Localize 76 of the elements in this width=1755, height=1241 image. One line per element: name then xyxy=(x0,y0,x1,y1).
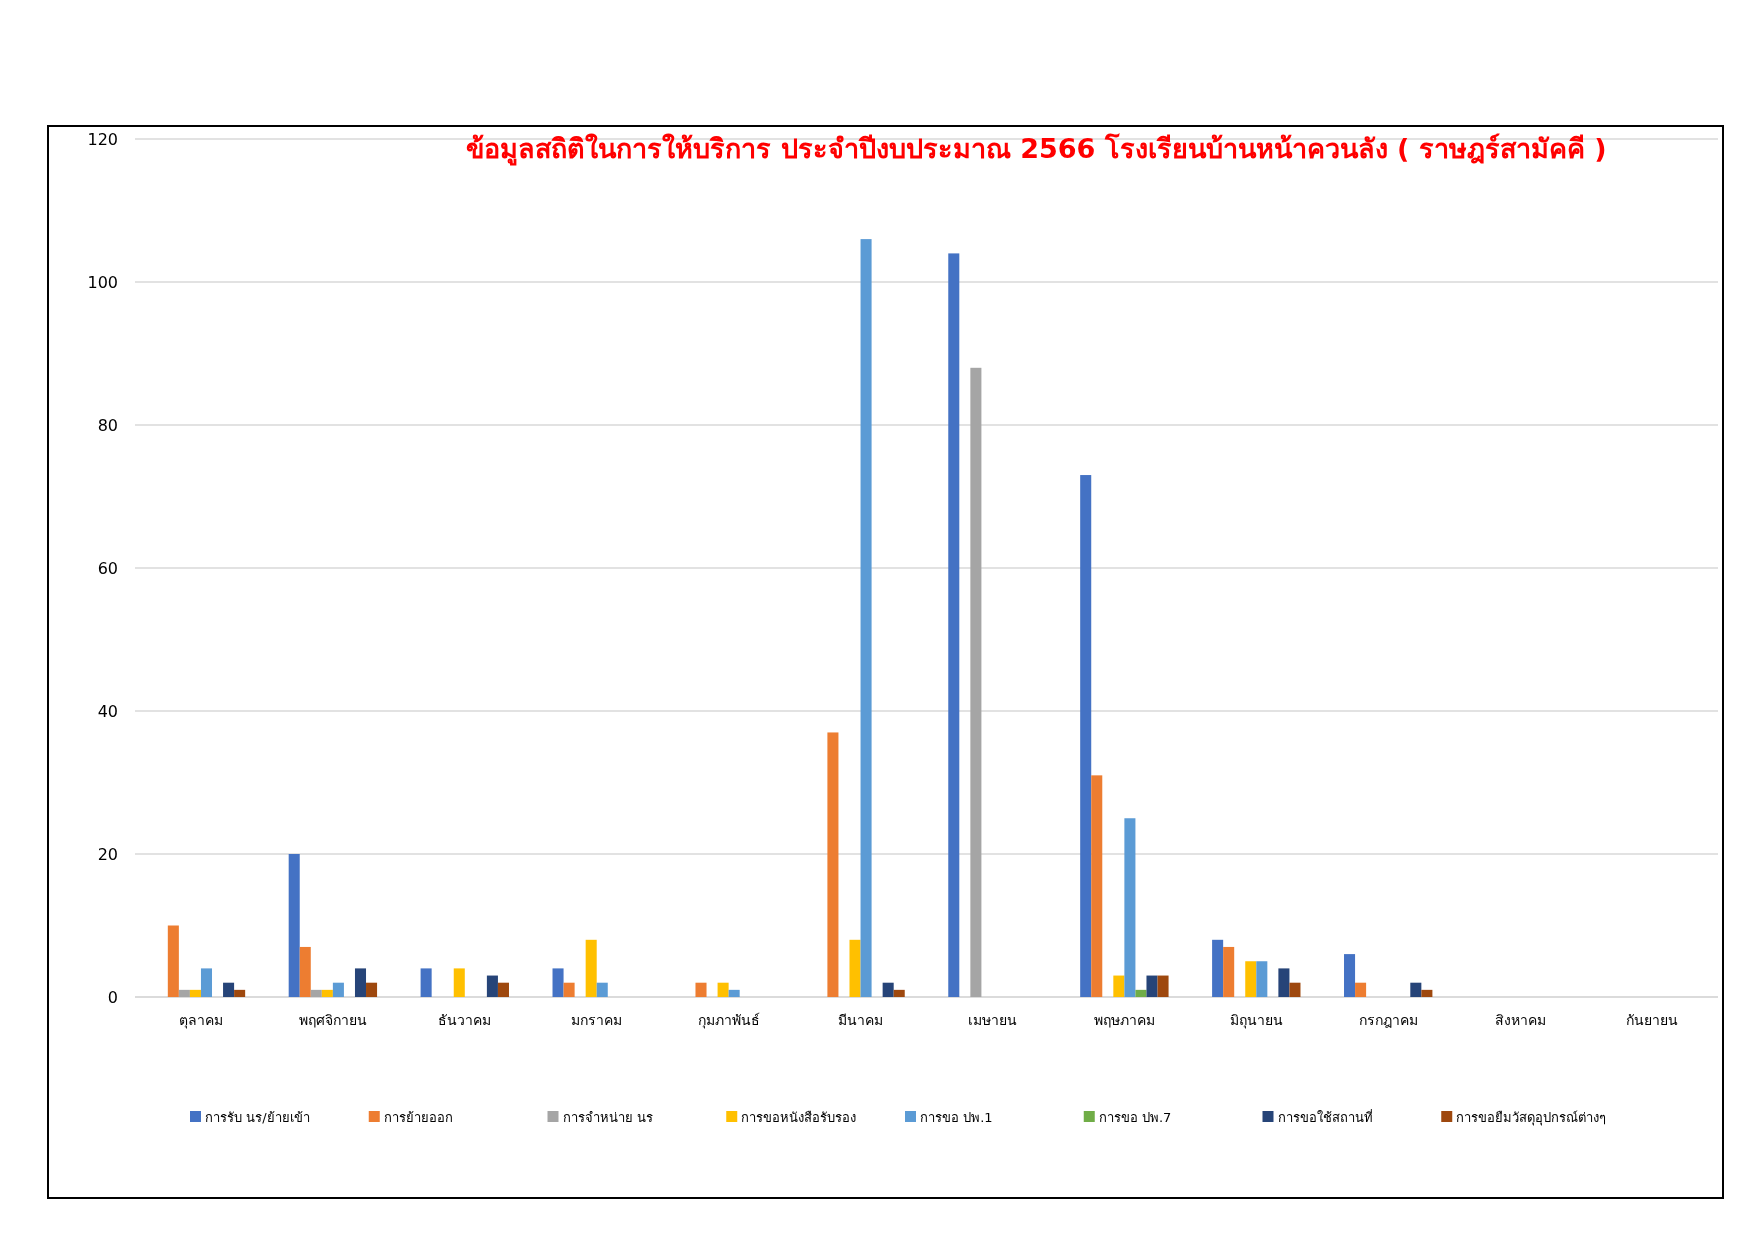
bar xyxy=(167,925,179,997)
x-tick-label: เมษายน xyxy=(967,1012,1017,1028)
x-tick-label: มีนาคม xyxy=(838,1012,884,1028)
bar xyxy=(827,732,839,997)
x-tick-label: กุมภาพันธ์ xyxy=(697,1012,760,1029)
legend-label: การขอยืมวัสดุอุปกรณ์ต่างๆ xyxy=(1456,1109,1607,1126)
bar xyxy=(1344,954,1356,997)
legend-label: การขอใช้สถานที่ xyxy=(1277,1108,1373,1125)
bar xyxy=(1410,982,1422,997)
bar xyxy=(234,989,246,997)
legend-label: การขอ ปพ.7 xyxy=(1098,1109,1172,1125)
bar xyxy=(552,968,564,997)
bar xyxy=(882,982,894,997)
x-tick-label: ธันวาคม xyxy=(438,1012,492,1028)
bar xyxy=(1146,975,1158,997)
bar xyxy=(695,982,707,997)
x-tick-label: ตุลาคม xyxy=(178,1012,223,1029)
bar xyxy=(1278,968,1290,997)
bar xyxy=(1157,975,1169,997)
bar xyxy=(717,982,729,997)
bar xyxy=(1245,961,1257,997)
bar xyxy=(1223,946,1235,997)
bar xyxy=(563,982,575,997)
legend-label: การย้ายออก xyxy=(383,1109,453,1125)
x-tick-label: กรกฎาคม xyxy=(1358,1012,1418,1028)
bar xyxy=(596,982,608,997)
x-tick-label: มิถุนายน xyxy=(1229,1012,1283,1029)
legend-label: การจำหน่าย นร xyxy=(562,1109,653,1125)
x-tick-label: พฤศจิกายน xyxy=(298,1012,367,1028)
bar xyxy=(332,982,344,997)
y-tick-label: 80 xyxy=(97,415,118,435)
bar xyxy=(288,854,300,997)
y-tick-label: 0 xyxy=(107,987,118,1007)
x-tick-label: มกราคม xyxy=(571,1012,623,1028)
x-tick-label: กันยายน xyxy=(1626,1012,1679,1028)
bar xyxy=(893,989,905,997)
bar xyxy=(1212,939,1224,997)
bar xyxy=(310,989,322,997)
x-tick-label: พฤษภาคม xyxy=(1093,1012,1155,1028)
bar xyxy=(1080,475,1092,997)
legend-label: การขอ ปพ.1 xyxy=(920,1109,993,1125)
bar xyxy=(860,239,872,997)
bar xyxy=(200,968,213,997)
chart-title: ข้อมูลสถิติในการให้บริการ ประจำปีงบประมาณ 2566 โรงเรียนบ้านหน้าควนลัง ( ราษฎร์สามัคคี ) xyxy=(466,132,1607,166)
bar xyxy=(420,968,432,997)
bar xyxy=(178,989,190,997)
y-tick-label: 120 xyxy=(87,129,118,149)
bar xyxy=(497,982,509,997)
legend-label: การรับ นร/ย้ายเข้า xyxy=(205,1109,310,1125)
y-tick-label: 100 xyxy=(87,272,118,292)
bar xyxy=(1421,989,1433,997)
bar xyxy=(299,946,311,997)
bar xyxy=(1091,775,1103,997)
bar xyxy=(354,968,367,997)
bar xyxy=(728,989,740,997)
y-tick-label: 40 xyxy=(97,701,118,721)
bar xyxy=(1113,975,1125,997)
bar xyxy=(849,939,861,997)
y-tick-label: 20 xyxy=(97,844,118,864)
bar xyxy=(1355,982,1367,997)
bar xyxy=(189,989,201,997)
bar xyxy=(1135,989,1147,997)
bar xyxy=(223,982,235,997)
y-tick-label: 60 xyxy=(97,558,118,578)
bar xyxy=(1289,982,1301,997)
bar xyxy=(366,982,378,997)
bar xyxy=(486,975,498,997)
bar xyxy=(948,253,960,997)
legend-label: การขอหนังสือรับรอง xyxy=(741,1109,857,1125)
bar xyxy=(453,968,465,997)
x-tick-label: สิงหาคม xyxy=(1494,1012,1546,1028)
bar xyxy=(321,989,333,997)
bar xyxy=(970,367,982,997)
bar xyxy=(585,939,597,997)
bar xyxy=(1256,961,1268,997)
bar xyxy=(1124,818,1136,997)
